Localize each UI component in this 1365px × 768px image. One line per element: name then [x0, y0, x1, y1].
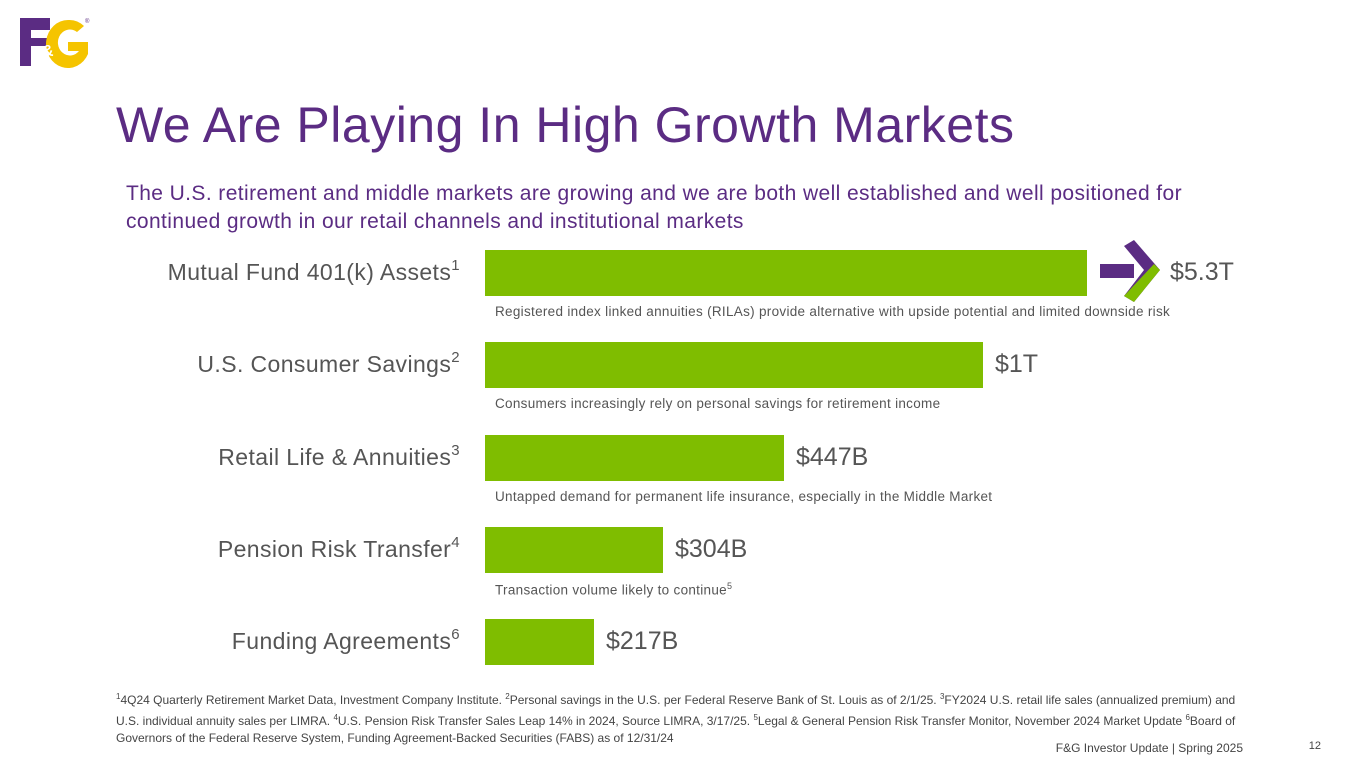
category-label: Mutual Fund 401(k) Assets1	[167, 257, 460, 285]
data-label: $217B	[606, 627, 679, 655]
data-label: $1T	[995, 350, 1039, 378]
page-title: We Are Playing In High Growth Markets	[116, 97, 1015, 153]
svg-text:&: &	[42, 43, 54, 60]
bar	[485, 619, 594, 665]
footer-text: F&G Investor Update | Spring 2025	[1055, 741, 1243, 755]
bar-annotation: Consumers increasingly rely on personal …	[495, 396, 941, 411]
fg-logo: & ®	[20, 18, 90, 68]
category-label: Pension Risk Transfer4	[217, 534, 460, 562]
category-label: Retail Life & Annuities3	[218, 442, 460, 470]
data-label: $5.3T	[1170, 258, 1234, 286]
bar-annotation: Registered index linked annuities (RILAs…	[495, 304, 1171, 319]
growth-arrow-icon	[1100, 240, 1160, 302]
page-number: 12	[1308, 740, 1321, 752]
svg-text:®: ®	[85, 18, 90, 25]
bar	[485, 250, 1087, 296]
data-label: $447B	[796, 443, 869, 471]
bar	[485, 527, 663, 573]
page-subtitle: The U.S. retirement and middle markets a…	[126, 182, 1182, 233]
footnotes: 14Q24 Quarterly Retirement Market Data, …	[116, 692, 1236, 745]
bar	[485, 342, 983, 388]
category-label: U.S. Consumer Savings2	[197, 349, 460, 377]
bar-annotation: Transaction volume likely to continue5	[495, 581, 733, 598]
bar	[485, 435, 784, 481]
data-label: $304B	[675, 535, 748, 563]
category-label: Funding Agreements6	[231, 626, 460, 654]
bar-annotation: Untapped demand for permanent life insur…	[495, 489, 993, 504]
